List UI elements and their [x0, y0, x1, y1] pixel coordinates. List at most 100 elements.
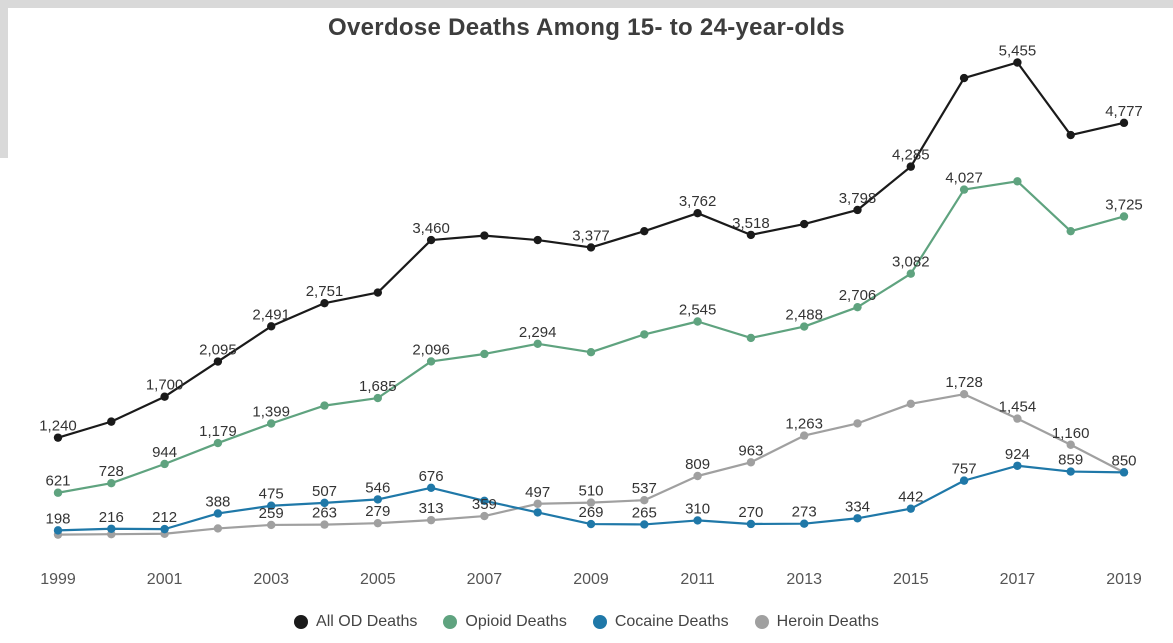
data-label: 4,777: [1105, 103, 1143, 120]
data-point-cocaine-deaths: [640, 520, 649, 529]
data-point-heroin-deaths: [640, 496, 649, 505]
data-point-all-od-deaths: [1066, 130, 1075, 140]
data-label: 3,082: [892, 254, 930, 271]
data-point-heroin-deaths: [426, 515, 436, 525]
data-label: 1,454: [999, 399, 1037, 416]
data-label: 269: [578, 504, 603, 521]
data-point-opioid-deaths: [213, 438, 223, 448]
data-point-cocaine-deaths: [1013, 461, 1022, 470]
data-point-all-od-deaths: [1013, 58, 1022, 67]
data-point-opioid-deaths: [53, 488, 63, 497]
legend-item: Opioid Deaths: [443, 613, 567, 631]
data-label: 2,545: [679, 301, 717, 318]
data-label: 3,460: [412, 220, 450, 237]
data-label: 859: [1058, 452, 1083, 469]
data-point-opioid-deaths: [533, 339, 542, 349]
left-frame-bar: [0, 0, 8, 158]
data-point-all-od-deaths: [640, 226, 649, 236]
data-point-opioid-deaths: [746, 333, 756, 343]
data-point-all-od-deaths: [693, 208, 702, 218]
data-label: 497: [525, 484, 550, 501]
chart-title: Overdose Deaths Among 15- to 24-year-old…: [328, 14, 845, 41]
data-point-cocaine-deaths: [373, 495, 382, 504]
data-point-cocaine-deaths: [426, 483, 436, 493]
data-point-heroin-deaths: [1066, 440, 1075, 449]
data-point-all-od-deaths: [586, 243, 596, 252]
data-point-all-od-deaths: [160, 392, 169, 401]
data-point-all-od-deaths: [533, 235, 542, 245]
data-point-cocaine-deaths: [267, 501, 276, 510]
data-label: 537: [632, 480, 657, 497]
data-label: 1,240: [39, 418, 77, 435]
x-tick-label: 2003: [253, 571, 289, 588]
data-label: 757: [952, 461, 977, 478]
data-label: 728: [99, 463, 124, 480]
x-tick-label: 1999: [40, 571, 76, 588]
data-point-heroin-deaths: [1013, 414, 1022, 423]
data-point-cocaine-deaths: [160, 524, 169, 534]
legend-label: All OD Deaths: [316, 613, 418, 630]
data-point-opioid-deaths: [586, 348, 596, 357]
data-label: 198: [45, 510, 70, 527]
data-label: 510: [578, 483, 603, 500]
data-label: 507: [312, 483, 337, 500]
data-point-cocaine-deaths: [746, 519, 756, 529]
legend-item: Cocaine Deaths: [592, 613, 729, 631]
data-point-all-od-deaths: [107, 417, 116, 426]
data-label: 2,751: [306, 283, 344, 300]
data-point-cocaine-deaths: [800, 519, 809, 528]
x-tick-label: 2007: [467, 571, 503, 588]
data-point-all-od-deaths: [480, 231, 489, 240]
data-point-all-od-deaths: [906, 162, 915, 171]
legend-swatch: [443, 615, 458, 629]
data-point-cocaine-deaths: [586, 519, 596, 529]
data-label: 3,725: [1105, 196, 1143, 213]
legend-label: Heroin Deaths: [776, 613, 879, 630]
data-point-heroin-deaths: [480, 511, 489, 521]
data-point-heroin-deaths: [800, 431, 809, 440]
legend-swatch: [592, 615, 607, 629]
data-point-all-od-deaths: [213, 357, 223, 366]
data-label: 3,518: [732, 215, 770, 232]
data-label: 4,285: [892, 147, 930, 164]
data-point-all-od-deaths: [1119, 118, 1129, 128]
x-tick-label: 2019: [1106, 571, 1142, 588]
data-label: 944: [152, 444, 177, 461]
data-label: 212: [152, 509, 177, 526]
data-label: 273: [792, 504, 817, 521]
data-point-opioid-deaths: [107, 479, 116, 488]
data-label: 1,700: [146, 377, 184, 394]
data-label: 2,294: [519, 324, 557, 341]
data-label: 2,096: [412, 341, 450, 358]
data-label: 546: [365, 479, 390, 496]
data-label: 924: [1005, 446, 1030, 463]
data-label: 676: [419, 468, 444, 485]
data-point-cocaine-deaths: [853, 514, 862, 523]
data-point-all-od-deaths: [959, 73, 969, 83]
data-point-opioid-deaths: [480, 349, 489, 359]
data-label: 263: [312, 505, 337, 522]
data-label: 621: [45, 473, 70, 490]
data-point-opioid-deaths: [906, 269, 915, 278]
data-label: 809: [685, 456, 710, 473]
data-point-all-od-deaths: [373, 288, 382, 297]
data-point-all-od-deaths: [426, 235, 436, 245]
x-tick-label: 2017: [1000, 571, 1036, 588]
x-tick-label: 2001: [147, 571, 183, 588]
data-point-cocaine-deaths: [107, 524, 116, 533]
data-label: 2,488: [785, 307, 823, 324]
x-tick-label: 2013: [786, 571, 822, 588]
data-point-cocaine-deaths: [906, 504, 915, 513]
data-point-cocaine-deaths: [53, 526, 63, 535]
data-label: 1,685: [359, 378, 397, 395]
data-point-cocaine-deaths: [533, 508, 542, 517]
data-label: 3,762: [679, 193, 717, 210]
top-frame-bar: [0, 0, 1173, 8]
data-label: 2,491: [252, 306, 290, 323]
data-point-opioid-deaths: [373, 393, 382, 403]
data-point-cocaine-deaths: [959, 476, 969, 485]
data-point-opioid-deaths: [320, 401, 329, 410]
data-point-opioid-deaths: [267, 419, 276, 428]
data-point-heroin-deaths: [213, 524, 223, 533]
